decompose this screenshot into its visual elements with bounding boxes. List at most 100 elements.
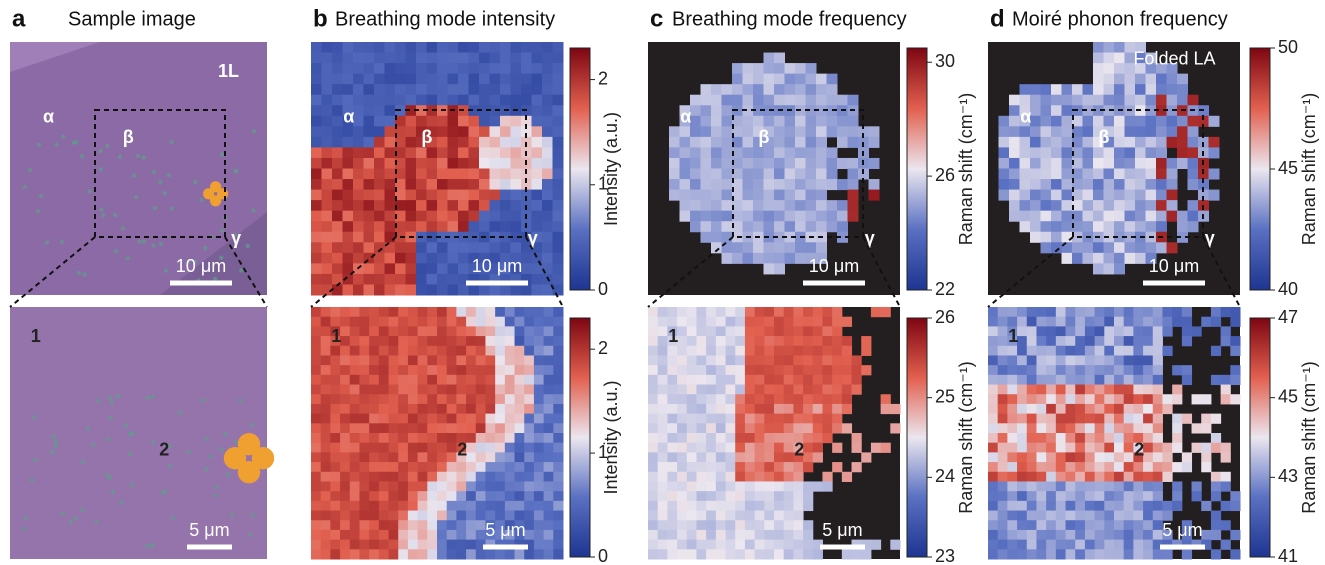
map-cell (1075, 355, 1085, 365)
map-cell (311, 116, 322, 127)
map-cell (1095, 443, 1105, 453)
map-cell (322, 263, 333, 274)
map-cell (374, 74, 385, 85)
map-cell (406, 63, 417, 74)
map-cell (1230, 336, 1240, 346)
map-cell (542, 242, 553, 253)
map-cell (1030, 232, 1041, 243)
map-cell (816, 221, 827, 232)
map-cell (755, 540, 765, 550)
map-cell (1056, 307, 1066, 317)
map-cell (369, 452, 379, 462)
map-cell (1221, 394, 1231, 404)
region-label: β (123, 127, 134, 147)
map-cell (418, 433, 428, 443)
map-cell (418, 511, 428, 521)
map-cell (458, 137, 469, 148)
map-cell (1075, 433, 1085, 443)
map-cell (743, 169, 754, 180)
map-cell (532, 190, 543, 201)
map-cell (785, 158, 796, 169)
map-cell (311, 74, 322, 85)
map-cell (687, 375, 697, 385)
map-cell (822, 375, 832, 385)
map-cell (418, 501, 428, 511)
map-cell (374, 169, 385, 180)
map-cell (1124, 540, 1134, 550)
map-cell (1009, 116, 1020, 127)
map-cell (1211, 414, 1221, 424)
map-cell (1046, 317, 1056, 327)
map-cell (476, 491, 486, 501)
region-label: 1 (331, 326, 341, 346)
map-cell (726, 423, 736, 433)
map-cell (1085, 481, 1095, 491)
map-cell (753, 84, 764, 95)
map-cell (532, 63, 543, 74)
map-cell (553, 375, 563, 385)
map-cell (1051, 190, 1062, 201)
map-cell (735, 481, 745, 491)
map-cell (447, 423, 457, 433)
map-cell (406, 158, 417, 169)
map-cell (755, 326, 765, 336)
map-cell (495, 365, 505, 375)
map-cell (437, 137, 448, 148)
map-cell (406, 274, 417, 285)
map-cell (764, 472, 774, 482)
map-cell (398, 452, 408, 462)
map-cell (711, 211, 722, 222)
map-cell (753, 74, 764, 85)
map-cell (1201, 423, 1211, 433)
map-cell (427, 462, 437, 472)
map-cell (1124, 317, 1134, 327)
map-cell (803, 433, 813, 443)
map-cell (398, 385, 408, 395)
map-cell (1114, 501, 1124, 511)
map-cell (1133, 472, 1143, 482)
map-cell (1153, 385, 1163, 395)
map-cell (534, 520, 544, 530)
map-cell (711, 147, 722, 158)
map-cell (469, 137, 480, 148)
map-cell (408, 307, 418, 317)
map-cell (374, 116, 385, 127)
map-cell (1188, 211, 1199, 222)
map-cell (553, 326, 563, 336)
map-cell (500, 137, 511, 148)
map-cell (774, 169, 785, 180)
colorbar-tick-label: 30 (935, 51, 955, 71)
map-cell (311, 137, 322, 148)
map-cell (532, 84, 543, 95)
map-cell (427, 540, 437, 550)
map-cell (437, 158, 448, 169)
map-cell (350, 433, 360, 443)
map-cell (1046, 540, 1056, 550)
map-cell (1135, 84, 1146, 95)
map-cell (418, 452, 428, 462)
map-cell (1146, 74, 1157, 85)
map-cell (1162, 462, 1172, 472)
map-cell (398, 414, 408, 424)
map-cell (553, 253, 564, 264)
map-cell (1221, 481, 1231, 491)
map-cell (784, 540, 794, 550)
map-cell (1143, 472, 1153, 482)
map-cell (485, 404, 495, 414)
map-cell (774, 530, 784, 540)
map-cell (764, 116, 775, 127)
map-cell (416, 63, 427, 74)
map-cell (343, 211, 354, 222)
map-cell (706, 423, 716, 433)
map-cell (379, 530, 389, 540)
map-cell (406, 126, 417, 137)
colorbar-tick-label: 22 (935, 279, 955, 299)
map-cell (784, 462, 794, 472)
map-cell (743, 137, 754, 148)
map-cell (1124, 307, 1134, 317)
map-cell (385, 158, 396, 169)
map-cell (837, 158, 848, 169)
map-cell (458, 211, 469, 222)
region-label: β (421, 127, 432, 147)
map-cell (447, 540, 457, 550)
